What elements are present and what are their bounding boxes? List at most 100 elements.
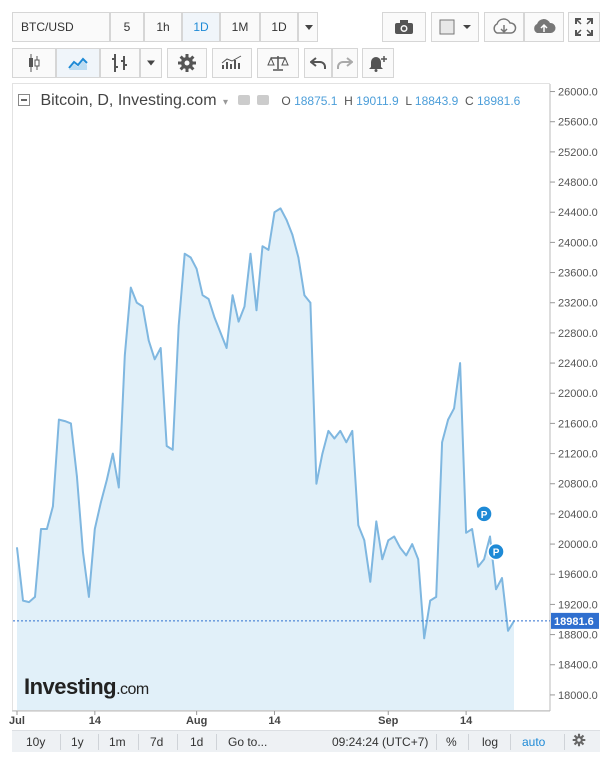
legend-title: Bitcoin, D, Investing.com [40,92,217,109]
y-tick-label: 21200.0 [558,449,598,461]
settings-button[interactable] [167,48,207,78]
data-point [141,305,144,308]
event-marker [487,542,505,561]
data-point [153,358,156,361]
y-tick-label: 20800.0 [558,479,598,491]
event-marker-label: P [493,548,500,559]
y-tick-label: 24800.0 [558,177,598,189]
undo-button[interactable] [304,48,332,78]
data-point [333,437,336,440]
screenshot-button[interactable] [382,12,426,42]
data-point [94,528,96,530]
collapse-legend-icon[interactable] [18,94,30,106]
y-tick-label: 26000.0 [558,87,598,99]
data-point [471,528,473,530]
studies-button[interactable] [212,48,252,78]
auto-toggle[interactable]: auto [522,735,546,749]
range-1d-button[interactable]: 1d [190,735,204,749]
cloud-download-icon [493,18,517,34]
interval-1h-button[interactable]: 1h [144,12,182,42]
data-point [321,452,324,455]
data-point [279,207,282,210]
high-value: 19011.9 [356,94,399,108]
data-point [255,309,258,312]
square-color-icon [439,19,471,35]
fullscreen-button[interactable] [568,12,600,42]
data-point [159,347,162,349]
indicators-dropdown[interactable] [140,48,162,78]
event-marker-label: P [481,510,488,521]
data-point [28,601,30,603]
y-tick-label: 19200.0 [558,599,598,611]
open-label: O [281,94,291,108]
data-point [189,256,192,259]
y-tick-label: 24400.0 [558,207,598,219]
data-point [381,558,384,560]
interval-5-button[interactable]: 5 [110,12,144,42]
data-point [489,535,491,538]
open-value: 18875.1 [294,94,338,108]
data-point [219,332,222,334]
goto-button[interactable]: Go to... [228,735,268,749]
data-point [351,430,354,432]
range-7d-button[interactable]: 7d [150,735,164,749]
legend-eye-icon[interactable] [238,95,251,105]
data-point [82,550,84,553]
last-price-label: 18981.6 [554,616,594,628]
redo-button[interactable] [332,48,358,78]
data-point [459,362,461,364]
indicators-button[interactable] [100,48,140,78]
watermark-text: Investing [24,674,117,699]
range-1m-button[interactable]: 1m [109,735,126,749]
legend-settings-icon[interactable] [256,95,269,105]
data-point [393,535,396,538]
y-tick-label: 19600.0 [558,569,598,581]
data-point [327,430,330,432]
bell-plus-icon [369,56,387,72]
data-point [243,305,246,308]
log-toggle[interactable]: log [482,735,499,749]
percent-toggle[interactable]: % [446,735,457,749]
data-point [483,558,485,560]
close-value: 18981.6 [476,94,521,108]
symbol-field[interactable]: BTC/USD [12,12,110,42]
data-point [130,286,132,289]
data-point [423,637,426,640]
data-point [231,294,234,297]
save-chart-button[interactable] [524,12,564,42]
legend-caret-icon[interactable]: ▾ [222,97,229,108]
data-point [303,294,306,297]
load-chart-button[interactable] [484,12,524,42]
y-tick-label: 25600.0 [558,117,598,129]
data-point [345,441,348,444]
interval-dropdown-toggle[interactable] [298,12,318,42]
cloud-upload-icon [534,19,556,33]
compare-button[interactable] [257,48,299,78]
range-1y-button[interactable]: 1y [71,735,84,749]
interval-1m-button[interactable]: 1M [220,12,260,42]
time-readout: 09:24:24 (UTC+7) [332,735,429,749]
last-price-badge [551,612,599,629]
data-point [315,482,318,485]
y-tick-label: 18800.0 [558,630,598,642]
chart-settings-button[interactable] [572,733,586,750]
chart-style-button[interactable] [431,12,479,42]
data-point [40,528,42,530]
alert-button[interactable] [362,48,394,78]
y-tick-label: 24000.0 [558,237,598,249]
data-point [249,252,252,255]
data-point [118,486,120,489]
y-tick-label: 21600.0 [558,418,598,430]
x-tick-label: 14 [460,715,473,727]
low-label: L [405,94,412,108]
data-point [435,596,438,598]
area-chart-button[interactable] [56,48,100,78]
y-tick-label: 22800.0 [558,328,598,340]
interval-dropdown[interactable]: 1D [260,12,298,42]
interval-1d-button[interactable]: 1D [182,12,220,42]
range-10y-button[interactable]: 10y [26,735,46,749]
candles-button[interactable] [12,48,56,78]
scale-icon [267,56,289,71]
watermark-suffix: .com [116,681,149,698]
